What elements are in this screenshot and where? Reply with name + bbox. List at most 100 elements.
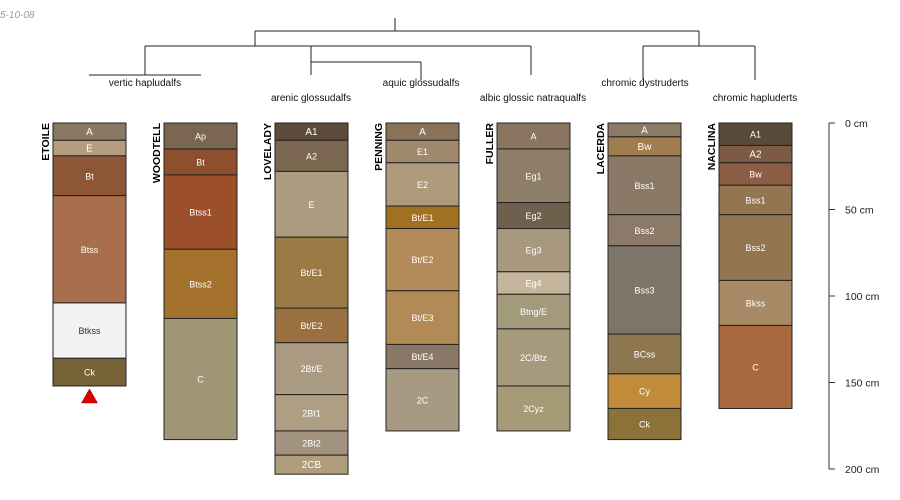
horizon-penning-bt-e4: Bt/E4 [385, 343, 460, 370]
taxonomy-label-etoile: vertic hapludalfs [109, 78, 181, 89]
horizon-box [274, 394, 349, 432]
horizon-box [274, 454, 349, 475]
horizon-box [496, 148, 571, 204]
horizon-label: Btkss [78, 326, 101, 336]
horizon-etoile-bt: Bt [52, 155, 127, 197]
horizon-box [385, 162, 460, 207]
profile-name-naclina: NACLINA [706, 123, 718, 171]
red-triangle-marker [81, 388, 98, 404]
depth-scale: 0 cm 50 cm 100 cm 150 cm 200 cm [828, 118, 880, 476]
horizon-box [718, 324, 793, 409]
profile-name-penning: PENNING [373, 123, 385, 171]
horizon-box [607, 245, 682, 335]
horizon-label: Bkss [746, 298, 766, 308]
horizon-label: Bt/E2 [411, 255, 433, 265]
horizon-label: Ap [195, 131, 206, 141]
horizon-label: Eg3 [525, 246, 541, 256]
horizon-box [607, 407, 682, 441]
horizon-lovelady-bt-e2: Bt/E2 [274, 307, 349, 344]
profile-naclina: NACLINA A1 A2 Bw Bss1 Bss2 Bkss C [706, 122, 793, 409]
horizon-lacerda-bw: Bw [607, 136, 682, 157]
horizon-naclina-bw: Bw [718, 162, 793, 186]
horizon-label: Eg4 [525, 279, 541, 289]
horizon-label: Bt [196, 157, 205, 167]
horizon-fuller-a: A [496, 122, 571, 150]
horizon-label: A2 [306, 151, 317, 161]
depth-tick-label: 50 cm [845, 205, 874, 217]
horizon-woodtell-btss2: Btss2 [163, 248, 238, 319]
horizon-label: 2Cyz [523, 404, 544, 414]
profile-name-lacerda: LACERDA [595, 123, 607, 175]
horizon-label: Bss2 [745, 243, 765, 253]
horizon-etoile-a: A [52, 122, 127, 141]
horizon-penning-e2: E2 [385, 162, 460, 207]
horizon-naclina-bss1: Bss1 [718, 184, 793, 216]
horizon-label: Btss2 [189, 279, 212, 289]
horizon-lovelady-e: E [274, 170, 349, 238]
horizon-naclina-a2: A2 [718, 144, 793, 164]
horizon-woodtell-c: C [163, 317, 238, 441]
horizon-box [52, 195, 127, 304]
horizon-label: Bss3 [634, 285, 654, 295]
horizon-box [496, 228, 571, 273]
horizon-penning-bt-e1: Bt/E1 [385, 205, 460, 230]
horizon-lacerda-cy: Cy [607, 373, 682, 409]
depth-tick-label: 150 cm [845, 378, 880, 390]
horizon-label: Btss1 [189, 208, 212, 218]
horizon-fuller-eg1: Eg1 [496, 148, 571, 204]
profile-lovelady: LOVELADY A1 A2 E Bt/E1 Bt/E2 2Bt/E 2Bt1 2Bt2 2CB [262, 122, 349, 475]
horizon-label: 2Bt1 [302, 408, 321, 418]
horizon-lovelady-bt-e1: Bt/E1 [274, 236, 349, 309]
horizon-label: Btng/E [520, 307, 547, 317]
horizon-lovelady-2bt1: 2Bt1 [274, 394, 349, 432]
horizon-label: Bt [85, 171, 94, 181]
horizon-etoile-btss: Btss [52, 195, 127, 304]
horizon-label: 2C/Btz [520, 353, 548, 363]
horizon-woodtell-bt: Bt [163, 148, 238, 176]
horizon-label: 2C [417, 395, 429, 405]
horizon-label: E [308, 200, 314, 210]
horizon-label: 2Bt2 [302, 439, 321, 449]
horizon-box [274, 307, 349, 344]
dendro-root-link [255, 18, 699, 32]
horizon-box [607, 155, 682, 216]
depth-tick-label: 100 cm [845, 291, 880, 303]
horizon-label: A [641, 125, 648, 136]
horizon-label: Bt/E1 [300, 268, 322, 278]
horizon-label: E1 [417, 147, 428, 157]
horizon-label: Bt/E2 [300, 321, 322, 331]
horizon-lacerda-a: A [607, 122, 682, 138]
horizon-fuller-2c-btz: 2C/Btz [496, 328, 571, 387]
horizon-naclina-bkss: Bkss [718, 279, 793, 326]
horizon-fuller-eg4: Eg4 [496, 271, 571, 295]
horizon-box [718, 184, 793, 216]
horizon-label: Bt/E3 [411, 313, 433, 323]
profile-name-woodtell: WOODTELL [151, 122, 163, 183]
horizon-box [496, 202, 571, 230]
horizon-label: BCss [634, 349, 656, 359]
horizon-box [52, 155, 127, 197]
horizon-box [274, 170, 349, 238]
horizon-fuller-2cyz: 2Cyz [496, 385, 571, 432]
horizon-etoile-ck: Ck [52, 357, 127, 387]
horizon-box [385, 228, 460, 292]
taxonomy-dendrogram [89, 18, 756, 80]
horizon-label: Btss [81, 245, 99, 255]
horizon-lacerda-bss3: Bss3 [607, 245, 682, 335]
horizon-label: C [752, 362, 759, 372]
horizon-box [163, 148, 238, 176]
horizon-box [163, 317, 238, 441]
horizon-label: E [86, 144, 93, 155]
horizon-penning-e1: E1 [385, 139, 460, 164]
horizon-woodtell-ap: Ap [163, 122, 238, 150]
horizon-box [163, 248, 238, 319]
dendro-right-link [643, 31, 755, 47]
horizon-label: Bt/E1 [411, 213, 433, 223]
horizon-box [607, 333, 682, 375]
marker-layer [81, 388, 98, 404]
horizon-box [496, 122, 571, 150]
dendro-lovelady-penning-link [310, 46, 422, 80]
horizon-box [607, 214, 682, 247]
